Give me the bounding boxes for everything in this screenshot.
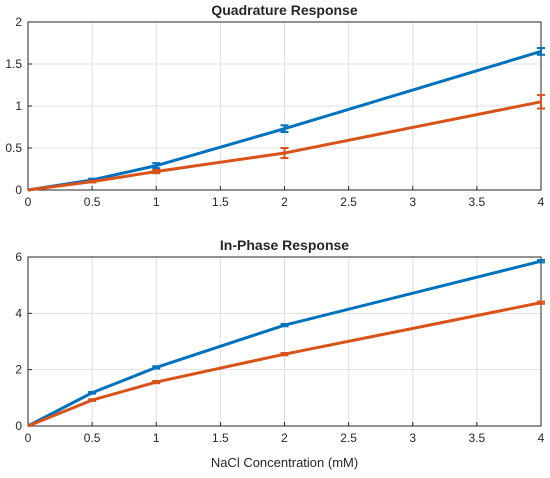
y-tick-label: 2	[15, 15, 22, 29]
in-phase-series-1-errorbar	[152, 365, 161, 370]
quadrature-series-2-errorbar	[537, 94, 545, 110]
x-tick-label: 2	[281, 195, 288, 209]
x-tick-label: 1	[153, 195, 160, 209]
y-tick-label: 6	[15, 250, 22, 264]
x-tick-label: 4	[538, 431, 545, 445]
x-tick-label: 1	[153, 431, 160, 445]
x-tick-label: 2	[281, 431, 288, 445]
quadrature-series-2-errorbar	[280, 147, 289, 160]
x-tick-label: 0	[25, 431, 32, 445]
x-tick-label: 0	[25, 195, 32, 209]
x-tick-label: 3	[409, 195, 416, 209]
x-tick-label: 4	[538, 195, 545, 209]
y-tick-label: 1	[15, 99, 22, 113]
y-tick-label: 0	[15, 183, 22, 197]
x-tick-label: 2.5	[340, 431, 357, 445]
x-tick-label: 1.5	[212, 195, 229, 209]
quadrature-chart: 0 0.5 1 1.5 2 2.5 3 3.5 4 0 0.5 1 1.5 2 Quadrature Res…	[5, 2, 545, 209]
x-tick-label: 3.5	[469, 195, 486, 209]
y-tick-label: 0	[15, 419, 22, 433]
x-tick-label: 3	[409, 431, 416, 445]
quadrature-series-1-errorbar	[280, 124, 289, 134]
in-phase-x-axis-label: NaCl Concentration (mM)	[211, 455, 358, 470]
x-tick-label: 1.5	[212, 431, 229, 445]
in-phase-series-1-errorbar	[88, 390, 97, 395]
quadrature-series-1-errorbar	[152, 162, 161, 170]
y-tick-label: 4	[15, 306, 22, 320]
in-phase-series-2-errorbar	[280, 352, 289, 357]
in-phase-chart: 0 0.5 1 1.5 2 2.5 3 3.5 4 0 2 4 6 In-Phase Response Na…	[15, 237, 545, 470]
x-tick-label: 0.5	[84, 195, 101, 209]
in-phase-title: In-Phase Response	[220, 237, 349, 253]
y-tick-label: 2	[15, 363, 22, 377]
in-phase-series-1-errorbar	[537, 259, 545, 264]
quadrature-series-2-errorbar	[152, 168, 161, 175]
in-phase-series-2-errorbar	[152, 379, 161, 385]
quadrature-series-1-errorbar	[537, 47, 545, 56]
quadrature-series-2-errorbar	[88, 179, 97, 184]
y-tick-label: 1.5	[5, 57, 22, 71]
y-tick-label: 0.5	[5, 141, 22, 155]
x-tick-label: 2.5	[340, 195, 357, 209]
x-tick-label: 3.5	[469, 431, 486, 445]
in-phase-series-1-errorbar	[280, 323, 289, 328]
quadrature-title: Quadrature Response	[211, 2, 357, 18]
in-phase-series-2-errorbar	[537, 300, 545, 305]
x-tick-label: 0.5	[84, 431, 101, 445]
in-phase-series-2-errorbar	[88, 398, 97, 402]
